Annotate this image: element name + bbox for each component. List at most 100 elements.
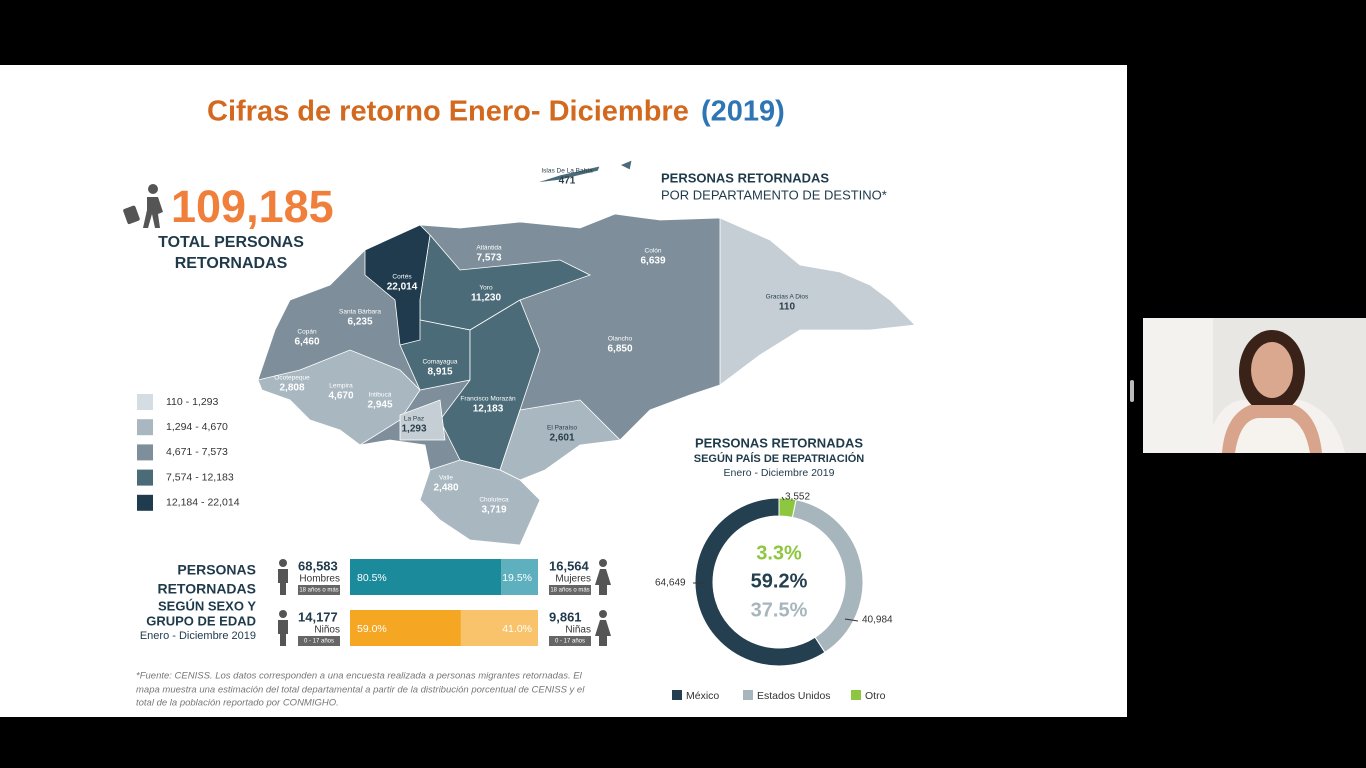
age-badge xyxy=(298,585,340,595)
legend-swatch xyxy=(851,690,861,700)
person-icon xyxy=(599,559,607,567)
department-value: 2,945 xyxy=(367,400,392,411)
person-icon xyxy=(278,620,288,646)
department-value: 2,808 xyxy=(279,383,304,394)
person-icon xyxy=(279,559,287,567)
person-icon xyxy=(595,569,611,595)
age-label: 18 años o más xyxy=(299,588,338,594)
department-name: Atlántida xyxy=(476,245,502,252)
sex-age-period: Enero - Diciembre 2019 xyxy=(140,630,256,642)
donut-title: PERSONAS RETORNADAS xyxy=(695,435,863,450)
donut-period: Enero - Diciembre 2019 xyxy=(724,467,835,479)
department-name: La Paz xyxy=(404,416,424,423)
department-value: 110 xyxy=(779,302,796,313)
person-icon xyxy=(599,610,607,618)
department-name: Intibucá xyxy=(369,392,392,399)
share-label: 59.0% xyxy=(357,623,387,635)
legend-label: 4,671 - 7,573 xyxy=(166,446,228,458)
share-label: 80.5% xyxy=(357,572,387,584)
count-label: Niños xyxy=(314,625,340,636)
department-value: 6,639 xyxy=(640,256,665,267)
leader-line xyxy=(844,618,859,622)
legend-swatch xyxy=(137,444,153,461)
department-value: 3,719 xyxy=(481,505,506,516)
legend-swatch xyxy=(137,394,153,410)
department-value: 12,183 xyxy=(473,404,504,415)
share-label: 41.0% xyxy=(502,623,532,635)
slide-title-year: (2019) xyxy=(701,96,785,128)
person-icon xyxy=(595,620,611,646)
legend-swatch xyxy=(137,419,153,436)
department-name: Cortés xyxy=(392,274,412,281)
legend-swatch xyxy=(743,690,753,700)
sex-age-title: SEGÚN SEXO Y xyxy=(158,598,256,613)
department-name: Olancho xyxy=(608,336,633,343)
sex-age-title: RETORNADAS xyxy=(157,581,256,597)
share-bar xyxy=(350,610,461,646)
department-name: Comayagua xyxy=(422,359,457,366)
count-label: Hombres xyxy=(299,574,340,585)
department-value: 1,293 xyxy=(401,424,426,435)
share-bar xyxy=(501,559,538,595)
department-name: Ocotepeque xyxy=(274,375,310,382)
department-name: Santa Bárbara xyxy=(339,309,381,316)
department-value: 2,480 xyxy=(433,483,458,494)
department-name: Valle xyxy=(439,475,453,482)
department-name: Gracias A Dios xyxy=(766,294,809,301)
footnote: *Fuente: CENISS. Los datos corresponden … xyxy=(136,671,583,682)
map-title: PERSONAS RETORNADAS xyxy=(661,170,829,185)
count-value: 9,861 xyxy=(549,609,582,624)
walker-icon xyxy=(123,184,163,228)
department-name: Lempira xyxy=(329,383,353,390)
department-name: Choluteca xyxy=(479,497,509,504)
age-label: 0 - 17 años xyxy=(555,639,585,645)
donut-percent: 3.3% xyxy=(756,542,802,564)
leader-line xyxy=(781,496,785,501)
department-value: 4,670 xyxy=(328,391,353,402)
count-label: Mujeres xyxy=(555,574,591,585)
donut-percent: 37.5% xyxy=(751,599,808,621)
department-name: El Paraíso xyxy=(547,425,577,432)
age-label: 18 años o más xyxy=(550,588,589,594)
legend-swatch xyxy=(137,494,153,511)
department-name: Islas De La Bahía xyxy=(541,168,593,175)
donut-value-label: 64,649 xyxy=(655,578,686,589)
sex-age-title: PERSONAS xyxy=(177,562,256,578)
legend-label: México xyxy=(686,690,719,702)
count-label: Niñas xyxy=(565,625,591,636)
department-value: 6,460 xyxy=(294,337,319,348)
age-label: 0 - 17 años xyxy=(304,639,334,645)
share-bar xyxy=(350,559,502,595)
department-value: 7,573 xyxy=(476,253,501,264)
legend-label: 12,184 - 22,014 xyxy=(166,497,240,509)
webcam xyxy=(1143,318,1366,453)
donut-title: SEGÚN PAÍS DE REPATRIACIÓN xyxy=(694,452,865,465)
age-badge xyxy=(298,636,340,646)
count-value: 14,177 xyxy=(298,609,338,624)
scroll-handle[interactable] xyxy=(1130,380,1134,402)
department-value: 6,850 xyxy=(607,344,632,355)
legend-swatch xyxy=(137,469,153,486)
share-bar xyxy=(460,610,538,646)
department-value: 6,235 xyxy=(347,317,372,328)
total-value: 109,185 xyxy=(171,181,334,232)
count-value: 16,564 xyxy=(549,558,590,573)
map xyxy=(257,159,916,546)
legend-label: 1,294 - 4,670 xyxy=(166,421,228,433)
donut-segment xyxy=(778,497,797,518)
legend-label: Estados Unidos xyxy=(757,690,831,702)
department-value: 11,230 xyxy=(471,293,501,304)
donut-percent: 59.2% xyxy=(751,570,808,592)
legend-swatch xyxy=(672,690,682,700)
department-name: Colón xyxy=(645,248,662,255)
department-value: 8,915 xyxy=(427,367,452,378)
legend-label: 110 - 1,293 xyxy=(166,396,219,408)
department-name: Yoro xyxy=(479,285,493,292)
count-value: 68,583 xyxy=(298,558,338,573)
department-value: 2,601 xyxy=(549,433,574,444)
map-subtitle: POR DEPARTAMENTO DE DESTINO* xyxy=(661,187,887,202)
total-label: TOTAL PERSONAS xyxy=(158,234,304,251)
person-icon xyxy=(279,610,287,618)
donut-value-label: 3,552 xyxy=(785,492,810,503)
